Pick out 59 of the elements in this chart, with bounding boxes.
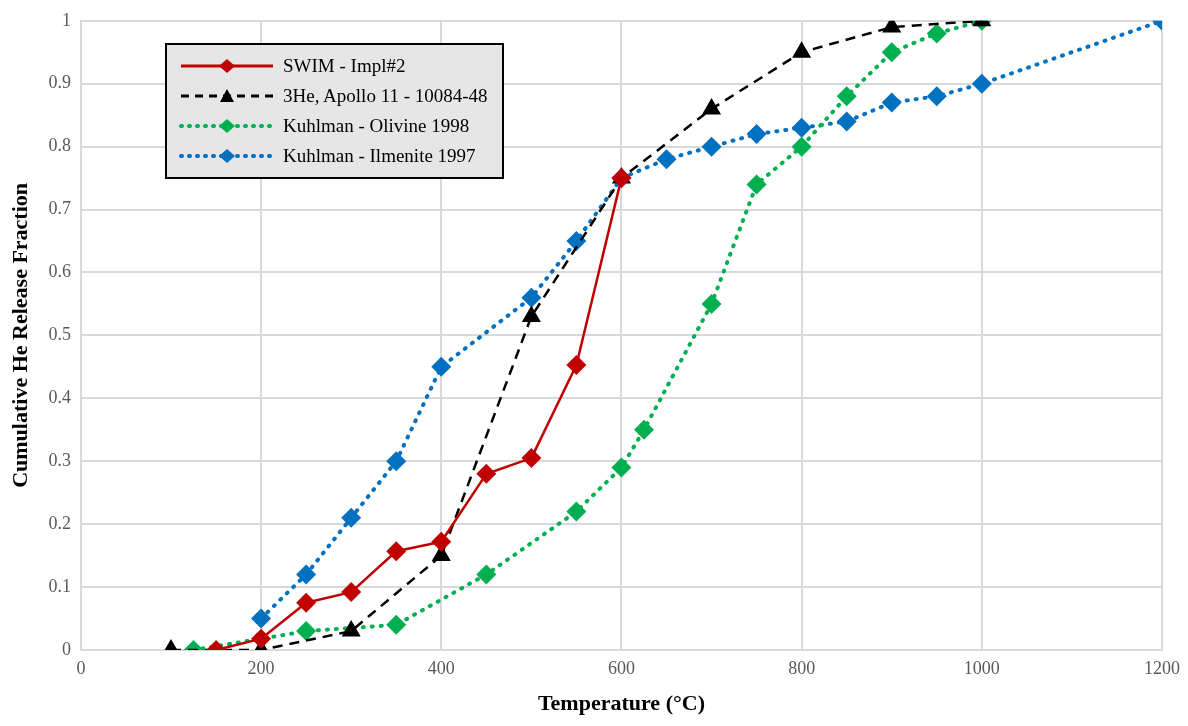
x-tick-label: 600 (607, 657, 635, 678)
point (836, 86, 857, 107)
point (881, 92, 902, 113)
x-tick-label: 0 (76, 657, 86, 678)
point (566, 231, 587, 252)
y-tick-label: 0.9 (48, 72, 71, 93)
x-tick-label: 200 (247, 657, 275, 678)
y-tick-label: 0.6 (48, 261, 71, 282)
y-tick-label: 0.1 (48, 575, 71, 596)
legend-label: 3He, Apollo 11 - 10084-48 (283, 84, 488, 108)
point (521, 287, 542, 308)
point (971, 73, 992, 94)
point (431, 356, 452, 377)
point (656, 149, 677, 170)
point (791, 136, 812, 157)
x-tick-label: 800 (788, 657, 816, 678)
point (611, 457, 632, 478)
y-tick-label: 1 (61, 9, 71, 30)
y-tick-label: 0.4 (48, 387, 71, 408)
point (431, 531, 452, 552)
point (296, 621, 317, 642)
point (836, 111, 857, 132)
y-tick-label: 0.5 (48, 324, 71, 345)
point (633, 419, 654, 440)
point (881, 42, 902, 63)
point (701, 136, 722, 157)
x-tick-label: 1200 (1144, 657, 1180, 678)
y-tick-label: 0 (61, 638, 71, 659)
point (791, 117, 812, 138)
point (386, 451, 407, 472)
x-tick-label: 400 (427, 657, 455, 678)
point (746, 124, 767, 145)
legend-label: SWIM - Impl#2 (283, 54, 406, 78)
y-tick-label: 0.8 (48, 135, 71, 156)
point (386, 614, 407, 635)
point (296, 592, 317, 613)
point (296, 564, 317, 585)
point (476, 564, 497, 585)
point (341, 507, 362, 528)
legend-label: Kuhlman - Olivine 1998 (283, 114, 470, 138)
point (476, 463, 497, 484)
point (566, 501, 587, 522)
point (746, 174, 767, 195)
y-tick-label: 0.3 (48, 449, 71, 470)
y-tick-label: 0.7 (48, 198, 71, 219)
point (386, 541, 407, 562)
x-axis-title: Temperature (°C) (537, 690, 705, 716)
y-tick-label: 0.2 (48, 512, 71, 533)
point (701, 293, 722, 314)
point (926, 23, 947, 44)
point (521, 448, 542, 469)
point (251, 628, 272, 649)
point (926, 86, 947, 107)
point (566, 354, 587, 375)
y-axis-title: Cumulative He Release Fraction (6, 182, 32, 488)
x-tick-label: 1000 (963, 657, 1000, 678)
point (251, 608, 272, 629)
legend-label: Kuhlman - Ilmenite 1997 (283, 144, 476, 168)
point (341, 582, 362, 603)
